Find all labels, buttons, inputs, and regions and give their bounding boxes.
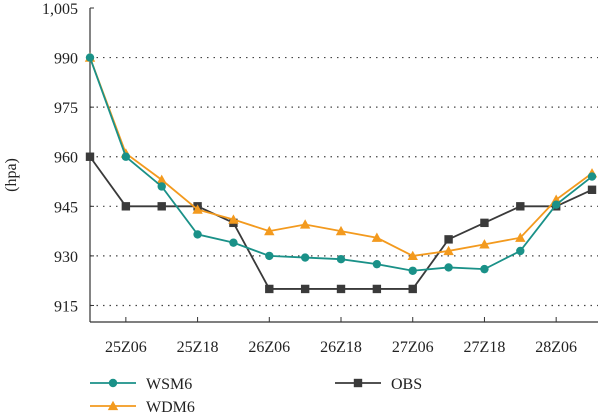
data-point bbox=[156, 174, 167, 185]
data-point bbox=[443, 245, 454, 256]
x-tick-label: 28Z06 bbox=[535, 339, 577, 356]
data-point bbox=[300, 253, 310, 262]
data-point bbox=[265, 284, 274, 294]
x-tick-label: 27Z18 bbox=[464, 339, 506, 356]
data-point bbox=[480, 218, 489, 228]
data-point bbox=[336, 284, 346, 294]
legend-label: OBS bbox=[391, 376, 422, 393]
y-tick-label: 915 bbox=[54, 298, 78, 315]
y-tick-labels: 915 930 945 960 975 990 1,005 bbox=[42, 1, 78, 315]
series-line bbox=[89, 156, 593, 290]
x-tick-label: 27Z06 bbox=[392, 339, 434, 356]
data-point bbox=[372, 259, 382, 269]
x-tick-labels: 25Z06 25Z18 26Z06 26Z18 27Z06 27Z18 28Z06 bbox=[105, 339, 577, 356]
data-point bbox=[229, 238, 238, 247]
y-tick-label: 1,005 bbox=[42, 1, 78, 18]
legend-item-wdm6: WDM6 bbox=[90, 399, 195, 416]
y-axis-title: (hpa) bbox=[3, 158, 20, 192]
data-point bbox=[371, 232, 383, 242]
grid-lines bbox=[90, 56, 598, 307]
data-point bbox=[515, 232, 526, 242]
legend: WSM6 WDM6 OBS bbox=[90, 376, 422, 416]
x-tick-label: 26Z18 bbox=[320, 339, 362, 356]
legend-marker bbox=[353, 378, 363, 388]
legend-item-wsm6: WSM6 bbox=[90, 376, 192, 393]
legend-label: WDM6 bbox=[146, 399, 195, 416]
data-point bbox=[228, 214, 239, 224]
data-point bbox=[264, 225, 275, 236]
data-point bbox=[479, 239, 490, 249]
data-point bbox=[516, 246, 525, 256]
data-point bbox=[335, 225, 347, 236]
data-point bbox=[516, 202, 525, 211]
x-tick-label: 25Z18 bbox=[177, 339, 219, 356]
data-point bbox=[192, 204, 203, 214]
data-point bbox=[85, 53, 95, 62]
data-point bbox=[587, 185, 597, 194]
axes bbox=[89, 7, 598, 323]
data-point bbox=[372, 284, 382, 294]
data-point bbox=[157, 182, 166, 191]
series-wsm6 bbox=[85, 53, 597, 275]
data-point bbox=[587, 172, 597, 181]
data-point bbox=[408, 266, 417, 275]
data-point bbox=[480, 264, 489, 274]
data-point bbox=[300, 284, 310, 294]
legend-label: WSM6 bbox=[146, 376, 192, 393]
data-point bbox=[121, 152, 131, 161]
data-point bbox=[85, 152, 95, 161]
data-point bbox=[265, 251, 274, 261]
y-tick-label: 945 bbox=[54, 199, 78, 216]
data-point bbox=[551, 200, 561, 209]
legend-item-obs: OBS bbox=[335, 376, 422, 393]
data-point bbox=[444, 235, 453, 244]
y-tick-label: 975 bbox=[54, 100, 78, 117]
data-point bbox=[193, 230, 202, 239]
legend-marker bbox=[107, 400, 119, 411]
data-point bbox=[121, 202, 131, 211]
x-tick-label: 25Z06 bbox=[105, 339, 147, 356]
data-point bbox=[157, 202, 166, 211]
y-tick-label: 990 bbox=[54, 51, 78, 68]
data-point bbox=[336, 255, 346, 264]
data-point bbox=[444, 263, 453, 272]
data-point bbox=[407, 250, 418, 261]
y-tick-label: 960 bbox=[54, 150, 78, 167]
data-point bbox=[408, 284, 417, 294]
legend-marker bbox=[108, 378, 118, 388]
series bbox=[84, 52, 598, 294]
series-obs bbox=[85, 152, 597, 294]
x-tick-label: 26Z06 bbox=[248, 339, 290, 356]
data-point bbox=[299, 219, 311, 229]
y-tick-label: 930 bbox=[54, 249, 78, 266]
